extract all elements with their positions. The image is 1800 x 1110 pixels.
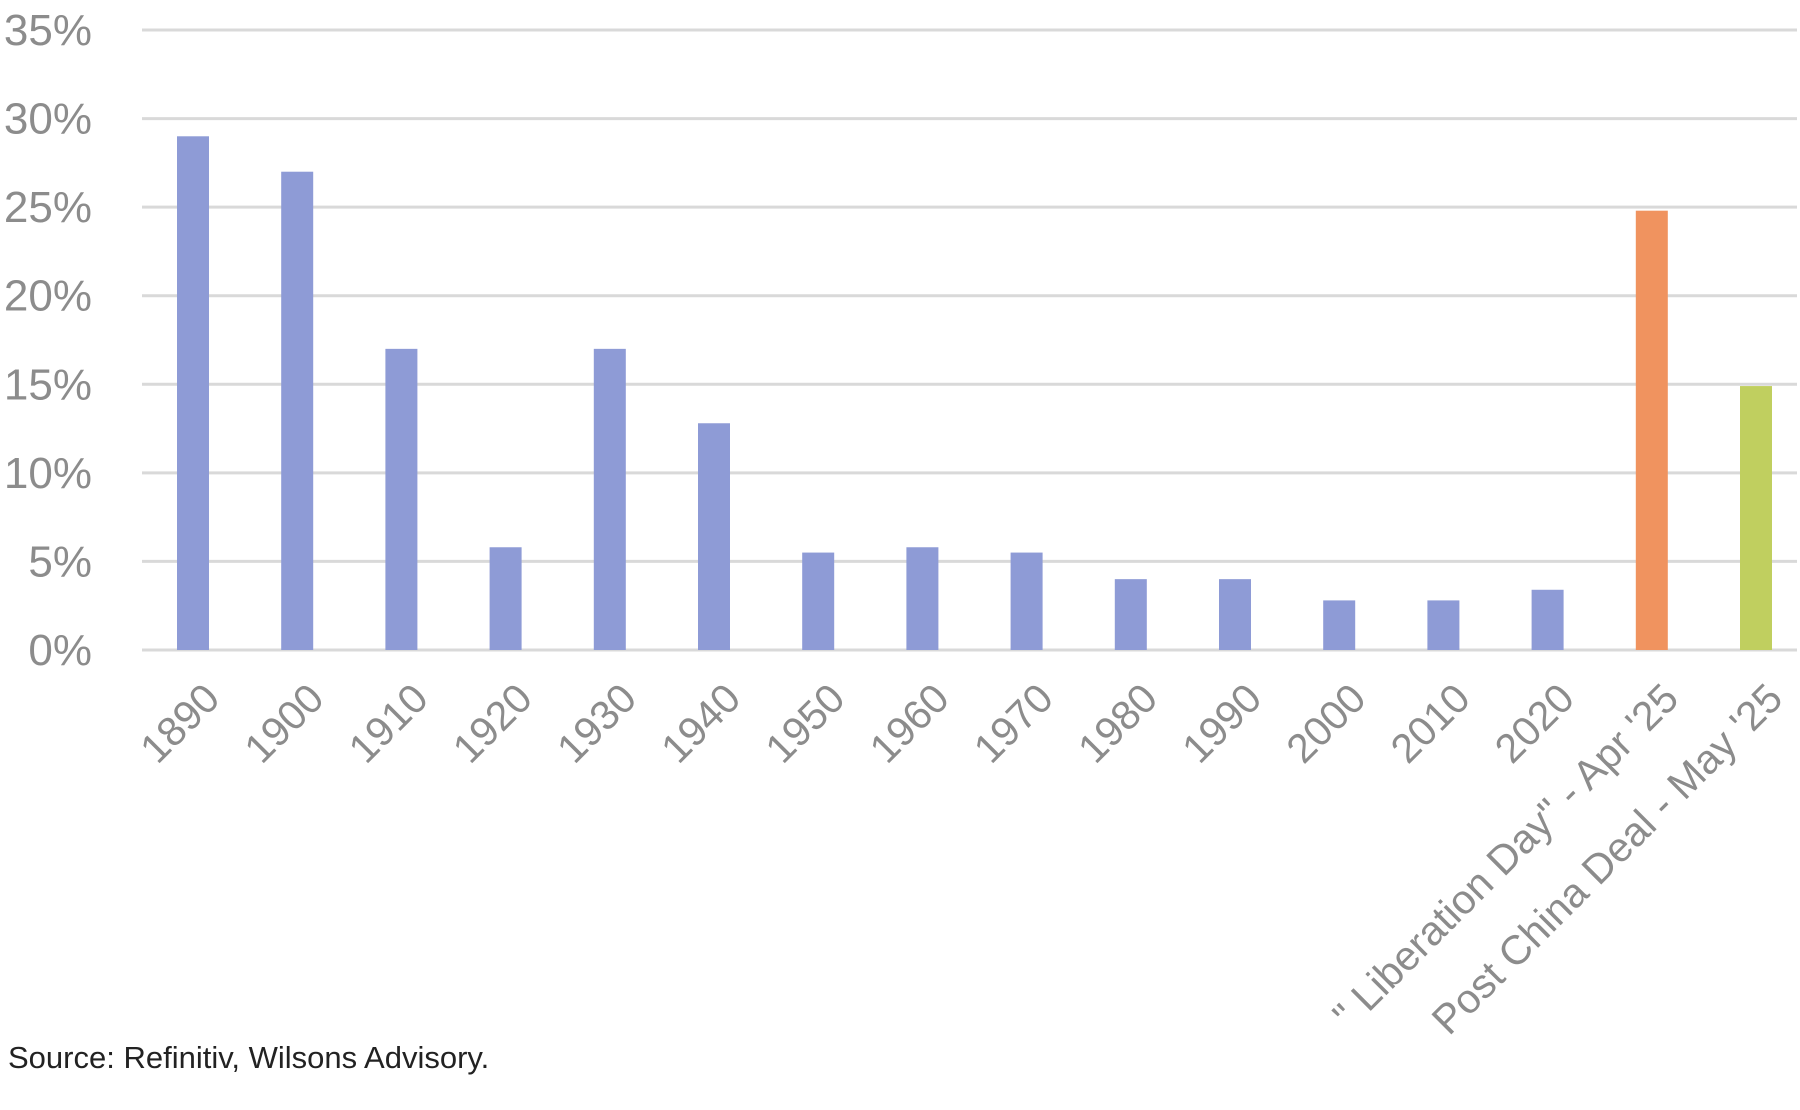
bar: [281, 171, 314, 650]
x-tick-label: 1900: [235, 675, 332, 772]
x-tick-label: 1940: [652, 675, 749, 772]
bar: [489, 547, 522, 650]
y-tick-label: 5%: [28, 537, 92, 586]
bar: [802, 552, 835, 650]
bar: [1010, 552, 1043, 650]
x-tick-label: 2010: [1382, 675, 1479, 772]
x-tick-label: 1920: [444, 675, 541, 772]
x-tick-label: 1930: [548, 675, 645, 772]
bar: [1114, 579, 1147, 650]
y-tick-label: 0%: [28, 626, 92, 675]
x-tick-label: 1960: [861, 675, 958, 772]
bar: [1635, 210, 1668, 650]
source-note: Source: Refinitiv, Wilsons Advisory.: [8, 1040, 490, 1075]
bar: [385, 348, 418, 650]
bars: [177, 136, 1772, 651]
bar: [1740, 386, 1772, 650]
x-tick-label: 1890: [131, 675, 228, 772]
x-tick-label: 1950: [756, 675, 853, 772]
y-axis-tick-labels: 0% 5% 10% 15% 20% 25% 30% 35%: [4, 6, 92, 675]
bar: [1323, 600, 1356, 650]
gridlines: [142, 28, 1797, 652]
y-tick-label: 10%: [4, 449, 92, 498]
x-tick-label: 1910: [340, 675, 437, 772]
x-tick-label: 1980: [1069, 675, 1166, 772]
x-tick-label: 1990: [1173, 675, 1270, 772]
x-tick-label: 1970: [965, 675, 1062, 772]
x-tick-label: 2020: [1486, 675, 1583, 772]
x-tick-label: 2000: [1277, 675, 1374, 772]
bar: [1531, 589, 1564, 650]
y-tick-label: 35%: [4, 6, 92, 55]
bar: [906, 547, 939, 650]
y-tick-label: 15%: [4, 360, 92, 409]
y-tick-label: 30%: [4, 95, 92, 144]
bar: [698, 423, 730, 650]
bar: [177, 136, 209, 651]
bar: [593, 348, 626, 650]
x-axis-tick-labels: 1890 1900 1910 1920 1930 1940 1950 1960 1970 1980…: [131, 675, 1791, 1043]
y-tick-label: 20%: [4, 272, 92, 321]
y-tick-label: 25%: [4, 183, 92, 232]
bar: [1427, 600, 1460, 650]
bar: [1219, 579, 1251, 650]
